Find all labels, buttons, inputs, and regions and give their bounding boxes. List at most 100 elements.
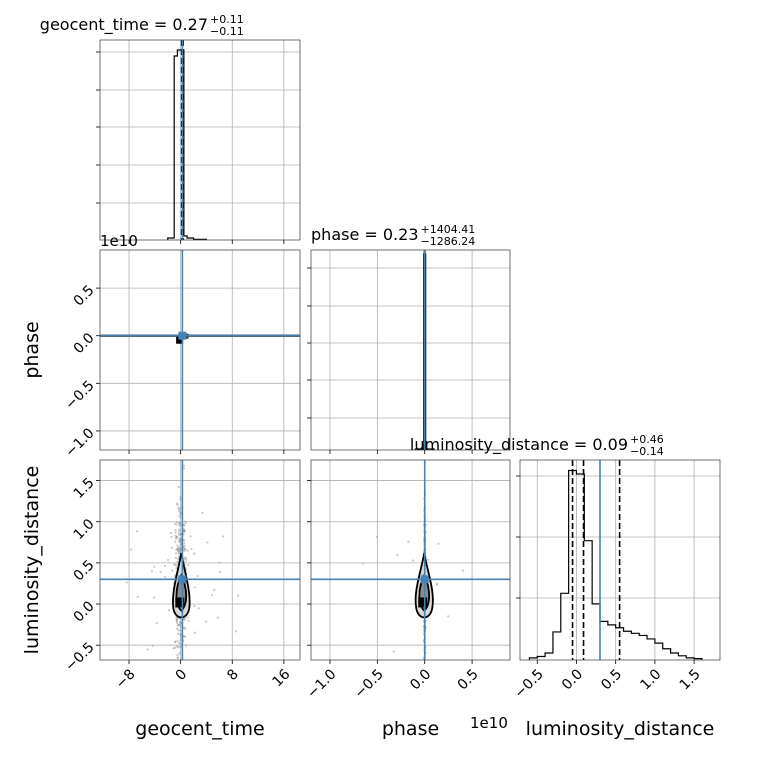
scatter-point [176,503,179,507]
scatter-point [179,512,182,515]
scatter-point [176,627,179,630]
scatter-point [177,506,180,509]
scatter-point [179,625,182,629]
x-tick-label-geocent_time-2: 8 [224,666,242,684]
title-lower-geocent_time: −0.11 [210,25,244,38]
scatter-point [187,563,190,567]
title-upper-luminosity_distance: +0.46 [630,433,664,446]
scatter-point [176,639,179,642]
scatter-point [176,546,180,549]
scatter-point [407,540,410,543]
scatter-point [234,630,238,633]
scatter-point [177,548,180,551]
y-tick-label-luminosity_distance-2: 0.5 [71,557,98,584]
title-main-geocent_time: geocent_time = 0.27 [40,15,208,35]
scatter-point [175,521,178,524]
scatter-point [178,623,182,627]
gp-frame [99,249,301,451]
scatter-point [169,531,173,535]
scatter-point [182,464,186,467]
scatter-point [184,618,187,621]
scatter-point [176,656,179,659]
scatter-point [184,627,187,630]
x-tick-label-luminosity_distance-4: 1.5 [677,666,704,693]
title-main-luminosity_distance: luminosity_distance = 0.09 [410,435,628,455]
pl-density-core [418,597,428,608]
scatter-point [190,547,193,551]
y-tick-label-phase-3: 0.5 [71,282,98,309]
scatter-point [206,541,209,544]
scatter-point [177,485,180,488]
scatter-point [171,569,174,572]
pl-frame [310,459,511,661]
scatter-point [184,520,187,523]
ld-frame [519,459,721,661]
scatter-point [176,616,179,620]
scatter-point [178,652,181,655]
scatter-point [125,581,128,584]
scatter-point [435,582,439,585]
scatter-point [437,542,440,545]
title-upper-geocent_time: +0.11 [210,13,244,26]
scatter-point [163,564,167,568]
scatter-point [193,604,196,608]
scatter-point [175,564,178,567]
truth-marker-pl [420,575,429,584]
scatter-point [193,631,196,634]
scatter-point [179,523,182,526]
scatter-point [173,563,176,566]
y-tick-label-luminosity_distance-0: −0.5 [62,640,97,675]
x-tick-label-phase-2: 0.0 [407,666,434,693]
y-tick-label-luminosity_distance-4: 1.5 [71,475,98,502]
axis-labels: geocent_time phase luminosity_distancephas… [21,321,714,740]
scatter-point [183,529,186,532]
title-lower-luminosity_distance: −0.14 [630,445,664,458]
scatter-point [427,558,430,561]
scatter-point [178,551,181,555]
y-tick-label-phase-2: 0.0 [71,330,98,357]
scatter-point [170,535,173,538]
panel-title-luminosity_distance: luminosity_distance = 0.09 +0.46−0.14 [410,433,664,458]
gl-frame [99,459,301,661]
x-axis-label-geocent_time: geocent_time [135,718,264,740]
truth-marker-gl [178,575,187,584]
scatter-point [178,528,181,531]
x-tick-label-geocent_time-3: 16 [270,666,294,690]
y-axis-label-phase: phase [21,321,43,378]
panel-hist-geocent-time: geocent_time = 0.27 +0.11−0.11 [40,13,301,244]
gl-density-core [175,597,185,608]
scatter-point [177,530,181,533]
scatter-point [176,560,179,563]
scatter-point [178,546,182,549]
x-axis-label-luminosity_distance: luminosity_distance [526,718,715,740]
y-tick-label-phase-1: −0.5 [62,378,97,413]
title-main-phase: phase = 0.23 [311,225,418,244]
y-tick-label-luminosity_distance-1: 0.0 [71,598,98,625]
y-tick-label-phase-0: −1.0 [62,425,97,460]
scatter-point [179,498,182,501]
scatter-point [183,542,186,545]
scatter-point [177,532,180,535]
scatter-point [412,559,415,562]
x-tick-label-luminosity_distance-3: 1.0 [637,666,664,693]
scatter-point [197,607,200,610]
scatter-point [392,650,395,653]
scatter-point [187,619,190,622]
scatter-point [447,615,450,618]
panel-hist-phase: phase = 0.23 +1404.41−1286.24 [307,223,511,454]
scatter-point [210,593,214,597]
scatter-point [205,620,208,623]
scatter-point [176,544,179,547]
scatter-point [179,639,182,642]
y-tick-label-luminosity_distance-3: 1.0 [71,516,98,543]
scatter-point [179,543,182,546]
scatter-point [153,596,156,599]
panel-title-geocent_time: geocent_time = 0.27 +0.11−0.11 [40,13,244,38]
scatter-point [146,648,149,651]
scatter-point [172,647,175,650]
geocent-frame [99,39,301,241]
title-lower-phase: −1286.24 [421,235,476,248]
scatter-point [213,588,216,592]
scatter-point [184,644,187,647]
